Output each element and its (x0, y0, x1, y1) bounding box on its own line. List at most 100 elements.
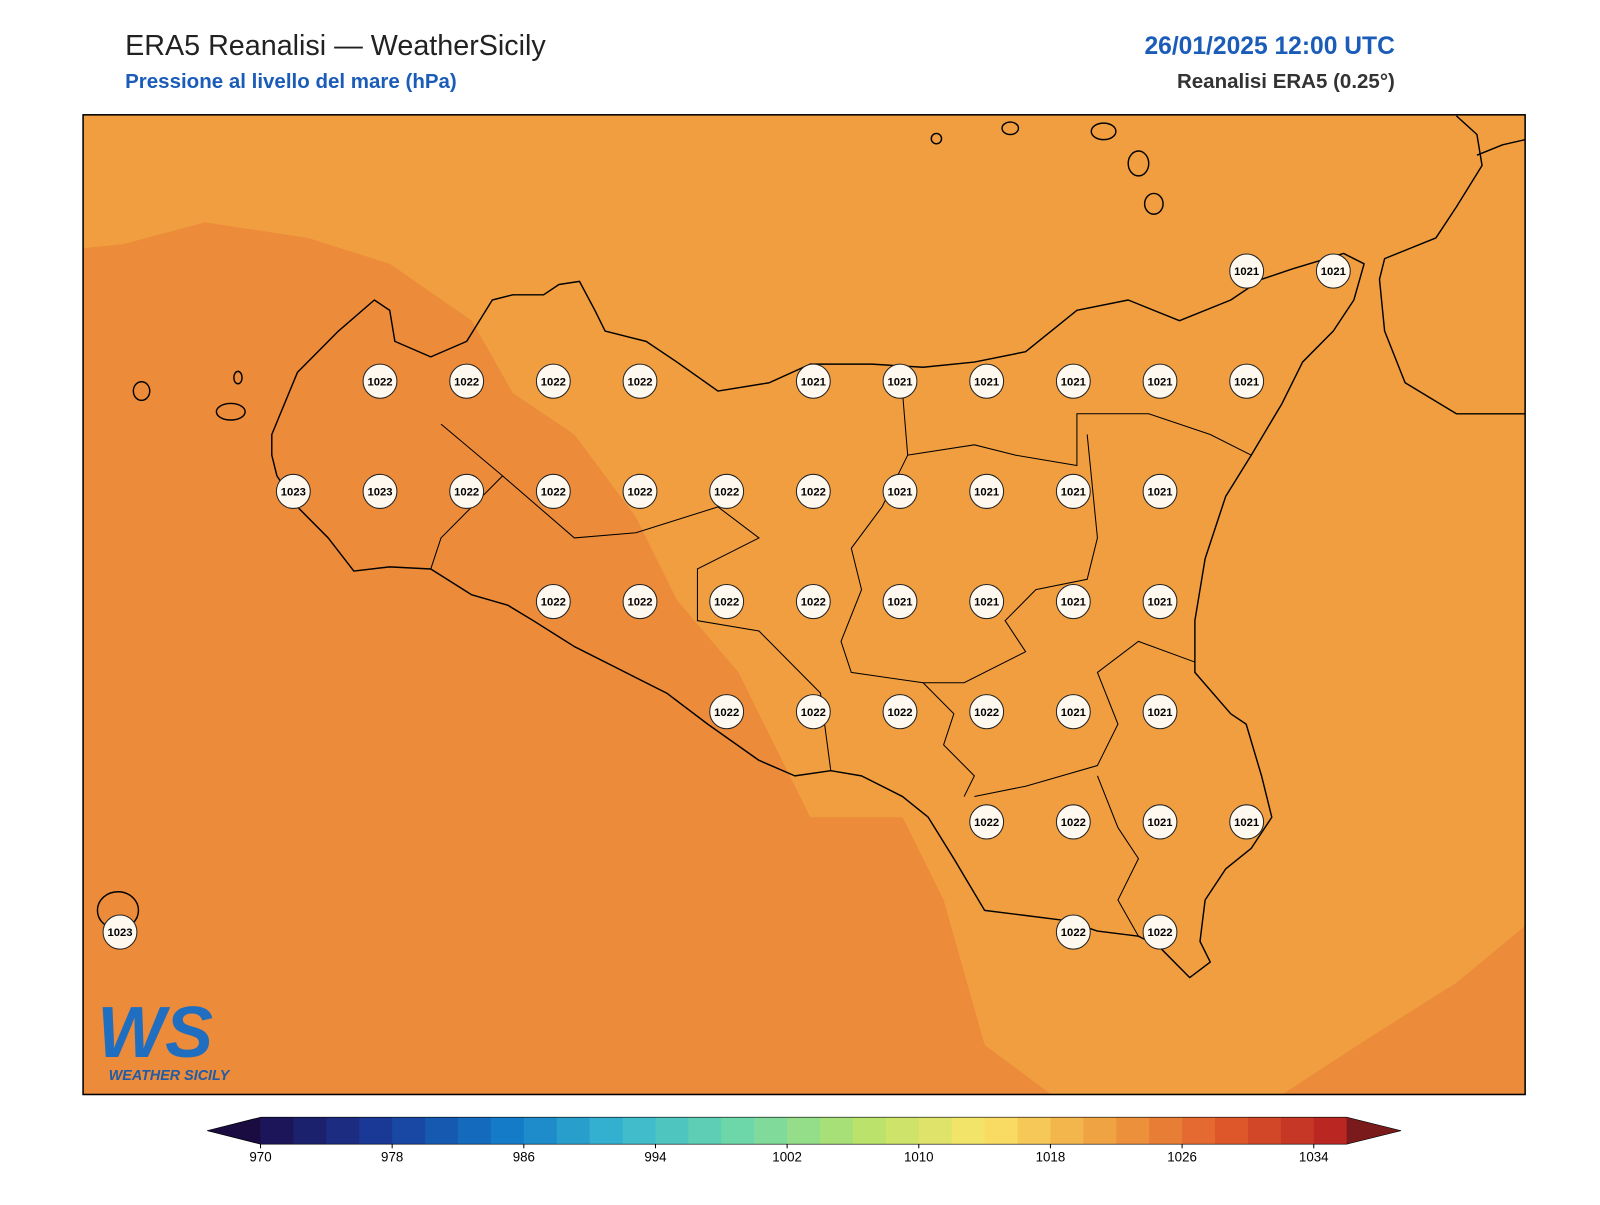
station-marker (709, 694, 745, 730)
colorbar-box (1215, 1117, 1249, 1145)
station-marker (102, 914, 138, 950)
colorbar-box (1280, 1117, 1315, 1145)
station-value: 1021 (1234, 266, 1259, 278)
station-marker (535, 473, 571, 509)
station-labels: 1021 1021 1022 1022 1022 1022 1021 1021 1021 1021… (102, 253, 1351, 950)
colorbar-box (1116, 1117, 1150, 1145)
island (132, 381, 151, 402)
calabria-coast (1378, 115, 1526, 415)
station-value: 1021 (1061, 486, 1086, 498)
logo-mark: WS (97, 993, 213, 1073)
station-marker (449, 473, 485, 509)
colorbar-box (655, 1117, 689, 1145)
station-marker (882, 694, 918, 730)
field-dark (83, 222, 1052, 1095)
sicily-coast (271, 252, 1365, 979)
station-marker (1142, 473, 1178, 509)
station-value: 1022 (714, 486, 739, 498)
station-value: 1022 (454, 486, 479, 498)
station-marker (1142, 363, 1178, 399)
station-value: 1021 (887, 597, 912, 609)
station-marker (969, 473, 1005, 509)
station-value: 1021 (1061, 597, 1086, 609)
subtitle: Pressione al livello del mare (hPa) (125, 70, 457, 93)
colorbar-box (326, 1117, 360, 1145)
station-value: 1022 (801, 486, 826, 498)
colorbar-box (754, 1117, 788, 1145)
station-value: 1021 (1061, 707, 1086, 719)
station-marker (795, 583, 831, 620)
colorbar-box (688, 1117, 722, 1145)
colorbar-tick-label: 986 (513, 1150, 535, 1165)
colorbar-tick-label: 978 (381, 1150, 403, 1165)
station-value: 1022 (541, 376, 566, 388)
station-value: 1022 (1147, 927, 1172, 939)
station-value: 1022 (454, 376, 479, 388)
source: Reanalisi ERA5 (0.25°) (1177, 70, 1395, 93)
colorbar-box (523, 1117, 558, 1145)
colorbar-box (984, 1117, 1019, 1145)
colorbar-under (207, 1117, 261, 1145)
station-value: 1021 (1234, 817, 1259, 829)
station-value: 1021 (1234, 376, 1259, 388)
station-value: 1021 (1147, 707, 1172, 719)
station-value: 1022 (1061, 927, 1086, 939)
logo-name: WEATHER SICILY (109, 1068, 231, 1084)
station-marker (1055, 804, 1091, 840)
station-marker (275, 473, 311, 509)
station-marker (882, 473, 918, 509)
station-marker (1055, 914, 1091, 950)
station-marker (1315, 253, 1351, 289)
colorbar-box (490, 1117, 525, 1145)
station-marker (795, 694, 831, 730)
station-marker (622, 583, 658, 620)
colorbar-box (556, 1117, 591, 1145)
station-marker (969, 694, 1005, 730)
colorbar-box (392, 1117, 426, 1145)
map-frame (82, 114, 1526, 1096)
station-value: 1021 (974, 376, 999, 388)
station-value: 1022 (801, 597, 826, 609)
station-marker (795, 363, 831, 399)
colorbar-box (787, 1117, 821, 1145)
station-marker (969, 804, 1005, 840)
station-marker (1055, 363, 1091, 399)
station-value: 1021 (974, 486, 999, 498)
station-value: 1023 (367, 486, 392, 498)
colorbar-box (918, 1117, 953, 1145)
station-marker (1055, 473, 1091, 509)
station-marker (709, 583, 745, 620)
colorbar-box (1247, 1117, 1282, 1145)
colorbar-box (1017, 1117, 1051, 1145)
station-marker (362, 473, 398, 509)
station-marker (969, 363, 1005, 399)
station-marker (535, 363, 571, 399)
station-value: 1021 (887, 486, 912, 498)
station-value: 1022 (714, 597, 739, 609)
colorbar: 970 978 986 994 1002 1010 1018 1026 1034 (207, 1116, 1402, 1165)
colorbar-box (589, 1117, 624, 1145)
colorbar-box (721, 1117, 755, 1145)
island (1143, 192, 1164, 215)
station-marker (535, 583, 571, 620)
station-value: 1021 (801, 376, 826, 388)
station-value: 1023 (107, 927, 132, 939)
colorbar-box (820, 1117, 854, 1145)
field-dark (1282, 925, 1526, 1095)
station-marker (1142, 583, 1178, 620)
colorbar-tick-label: 970 (249, 1150, 271, 1165)
island (233, 370, 243, 385)
province-border (907, 413, 1252, 467)
station-value: 1022 (541, 486, 566, 498)
station-value: 1021 (1147, 486, 1172, 498)
colorbar-box (885, 1117, 920, 1145)
station-marker (622, 363, 658, 399)
province-border (502, 475, 832, 771)
station-marker (882, 583, 918, 620)
colorbar-over (1346, 1117, 1402, 1145)
island (930, 132, 943, 145)
station-value: 1022 (541, 597, 566, 609)
station-marker (882, 363, 918, 399)
